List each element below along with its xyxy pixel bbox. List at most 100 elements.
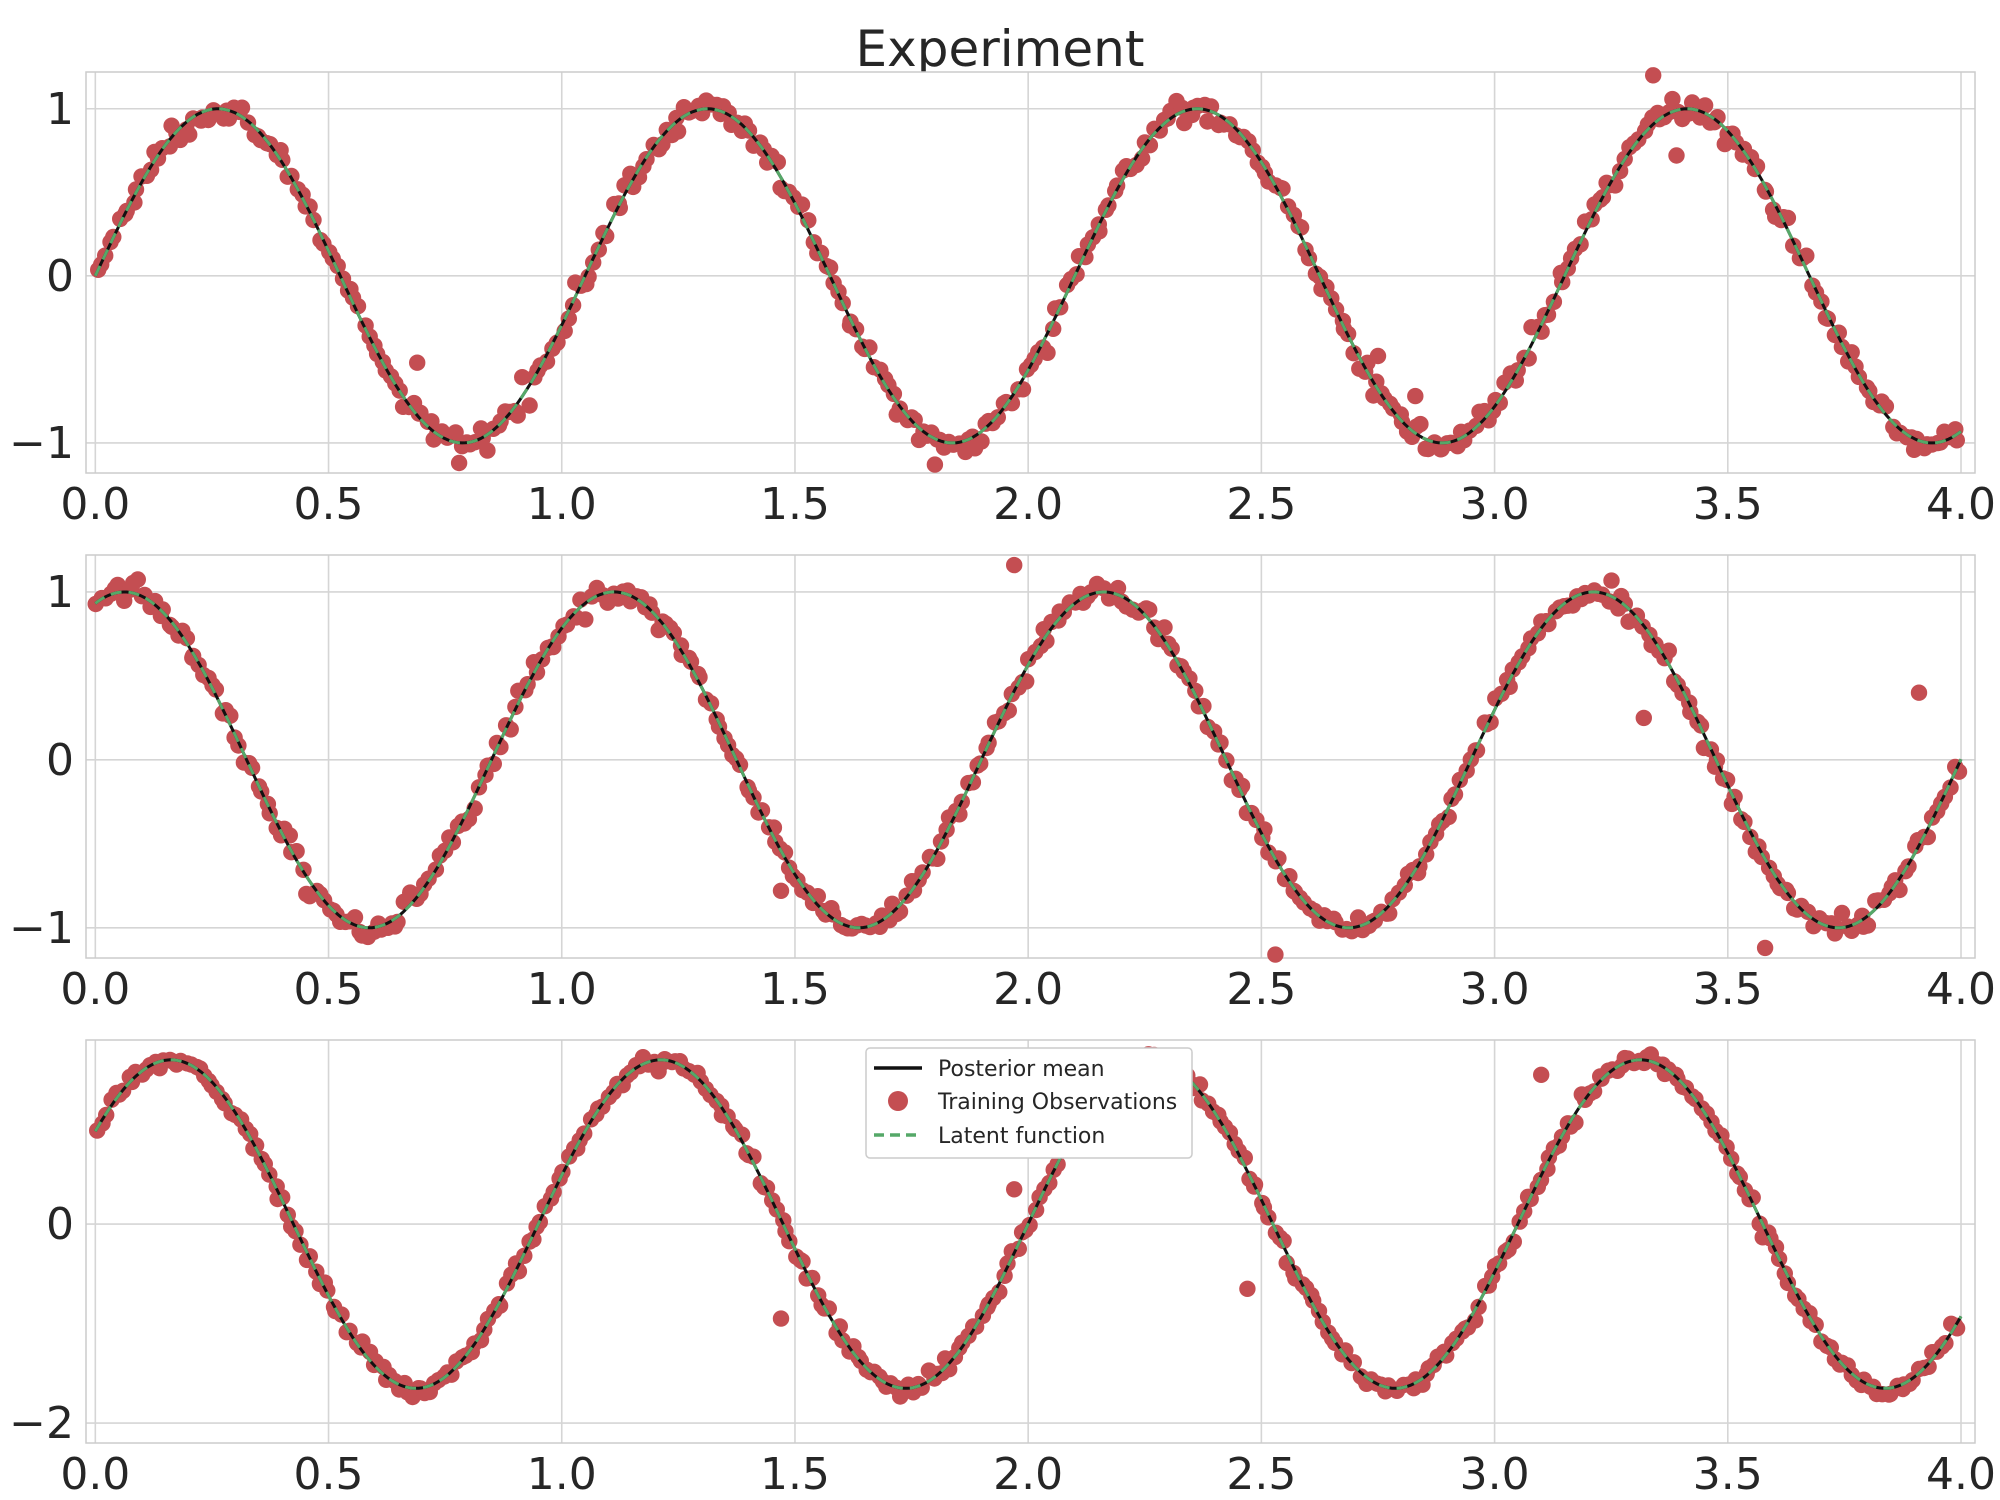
x-tick-label: 1.5 xyxy=(760,479,830,530)
observation-point xyxy=(1540,615,1557,633)
axes-frame xyxy=(85,71,1976,474)
observations xyxy=(89,1046,1966,1406)
chart-title: Experiment xyxy=(856,20,1145,78)
observation-point xyxy=(821,259,839,276)
plot-area xyxy=(86,555,1975,958)
observation-point xyxy=(577,611,594,628)
y-tick-label: −1 xyxy=(9,418,74,469)
y-tick-label: 1 xyxy=(46,84,74,135)
legend-frame xyxy=(865,1047,1193,1159)
y-tick-label: 0 xyxy=(46,735,74,786)
x-tick-label: 4.0 xyxy=(1926,1449,1996,1500)
legend-label-mean: Posterior mean xyxy=(938,1057,1105,1082)
observation-point xyxy=(1369,347,1387,365)
x-tick-label: 0.0 xyxy=(60,479,130,530)
x-tick-label: 2.5 xyxy=(1226,964,1296,1015)
observation-point xyxy=(831,1318,848,1335)
observation-point xyxy=(1141,137,1159,154)
x-tick-label: 1.0 xyxy=(527,964,597,1015)
x-tick-label: 2.0 xyxy=(993,479,1063,530)
x-tick-label: 2.5 xyxy=(1226,1449,1296,1500)
observation-point xyxy=(1233,777,1251,794)
observation-point xyxy=(1833,904,1851,922)
observation-point xyxy=(443,1366,460,1383)
x-tick-label: 2.0 xyxy=(993,1449,1063,1500)
observation-point xyxy=(772,1310,790,1327)
observation-point xyxy=(1891,881,1908,899)
observation-point xyxy=(1337,1342,1354,1359)
observation-point xyxy=(1000,702,1017,719)
y-tick-label: 1 xyxy=(46,567,74,618)
observation-point xyxy=(509,407,526,424)
observation-point xyxy=(1910,684,1928,701)
observation-point xyxy=(233,99,251,116)
x-tick-label: 3.0 xyxy=(1460,479,1530,530)
latent-function-line xyxy=(94,590,1963,930)
observation-point xyxy=(409,354,426,371)
x-tick-label: 1.0 xyxy=(527,1449,597,1500)
x-tick-label: 2.5 xyxy=(1226,479,1296,530)
observation-point xyxy=(1748,158,1766,175)
observation-point xyxy=(1345,1354,1363,1371)
observation-point xyxy=(521,397,538,414)
observation-point xyxy=(820,1300,837,1317)
observation-point xyxy=(1236,1149,1254,1167)
observation-point xyxy=(733,1126,751,1143)
observation-point xyxy=(1635,709,1653,727)
x-tick-label: 3.5 xyxy=(1693,964,1763,1015)
observation-point xyxy=(346,909,364,926)
observation-point xyxy=(129,571,146,588)
x-tick-label: 3.0 xyxy=(1460,1449,1530,1500)
observation-point xyxy=(1006,556,1023,574)
observation-point xyxy=(560,310,577,327)
x-tick-label: 1.5 xyxy=(760,964,830,1015)
latent-function-line xyxy=(93,107,1962,445)
observation-point xyxy=(665,624,682,642)
observation-point xyxy=(450,454,468,472)
x-tick-label: 1.5 xyxy=(760,1449,830,1500)
axes-frame xyxy=(85,554,1976,959)
x-tick-label: 2.0 xyxy=(993,964,1063,1015)
legend-observations-swatch xyxy=(888,1091,908,1111)
observation-point xyxy=(479,442,496,459)
observation-point xyxy=(580,268,597,285)
observation-point xyxy=(1156,619,1173,636)
observation-point xyxy=(447,424,464,441)
observation-point xyxy=(1585,1083,1603,1100)
x-tick-label: 0.5 xyxy=(294,1449,364,1500)
x-tick-label: 0.0 xyxy=(60,964,130,1015)
observation-point xyxy=(1281,868,1298,885)
x-tick-label: 3.5 xyxy=(1693,479,1763,530)
observation-point xyxy=(951,806,968,823)
observation-point xyxy=(1645,67,1662,84)
x-tick-label: 4.0 xyxy=(1926,964,1996,1015)
y-tick-label: 0 xyxy=(46,251,74,302)
observation-point xyxy=(178,630,196,647)
observation-point xyxy=(1267,946,1284,963)
observation-point xyxy=(1345,345,1362,362)
x-tick-label: 3.5 xyxy=(1693,1449,1763,1500)
x-tick-label: 0.5 xyxy=(294,964,364,1015)
observation-point xyxy=(181,126,198,143)
observation-point xyxy=(1239,1280,1256,1298)
x-tick-label: 4.0 xyxy=(1926,479,1996,530)
latent-function-line xyxy=(94,1058,1963,1390)
y-tick-label: −1 xyxy=(9,903,74,954)
observation-point xyxy=(154,601,171,618)
observation-point xyxy=(926,456,944,473)
subplot-2: 0.0 0.5 1.0 1.5 2.0 2.5 3.0 3.5 4.0 −1 0 1 xyxy=(9,554,1996,1015)
observation-point xyxy=(1520,350,1537,367)
subplot-1: 0.0 0.5 1.0 1.5 2.0 2.5 3.0 3.5 4.0 −1 0 1 xyxy=(9,67,1996,530)
observation-point xyxy=(1006,1181,1023,1198)
observation-point xyxy=(973,433,990,450)
observation-point xyxy=(1920,1358,1937,1376)
observation-point xyxy=(1381,905,1398,922)
observation-point xyxy=(772,882,790,899)
observation-point xyxy=(991,1283,1008,1301)
observation-point xyxy=(1859,917,1877,934)
x-tick-label: 0.5 xyxy=(294,479,364,530)
observation-point xyxy=(514,369,531,386)
observation-point xyxy=(1756,939,1774,957)
observation-point xyxy=(1664,90,1681,108)
